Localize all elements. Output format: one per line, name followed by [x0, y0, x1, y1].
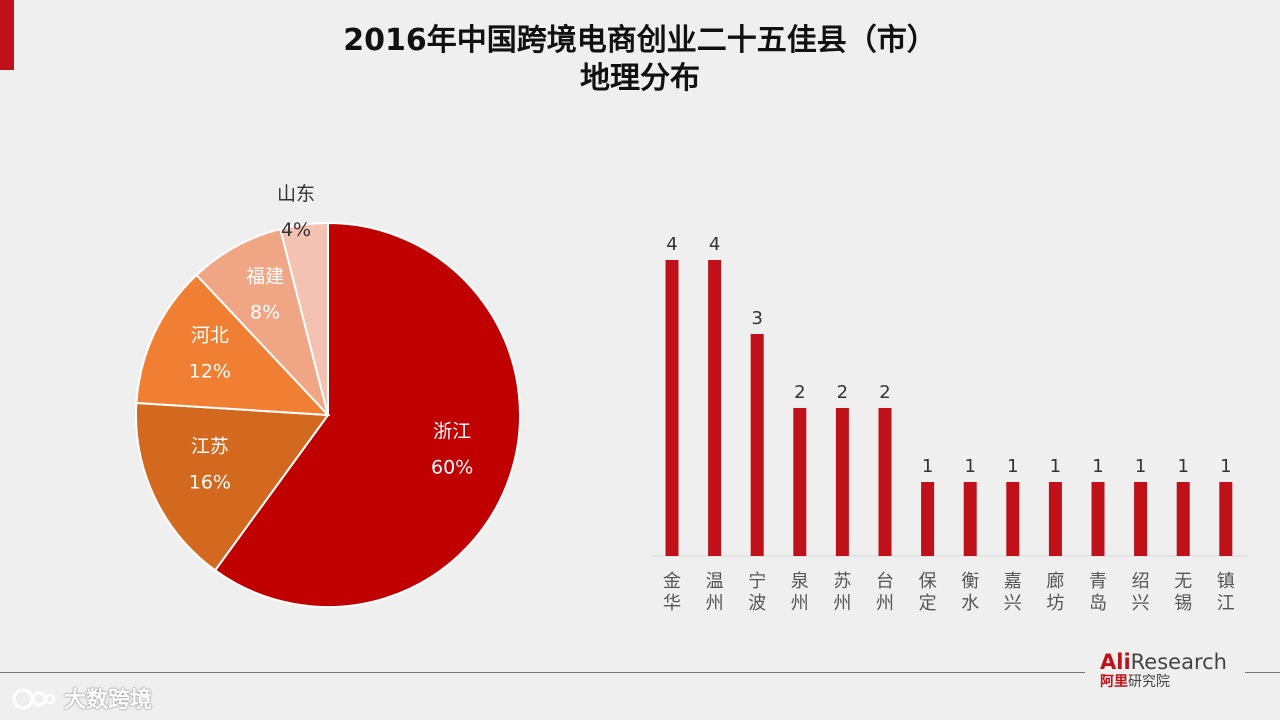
bar-5: [878, 408, 892, 556]
brand-research: Research: [1130, 650, 1227, 674]
bar-13: [1219, 482, 1233, 556]
accent-bar: [0, 0, 14, 70]
bar-category-label-5: 台州: [876, 571, 894, 614]
bar-7: [963, 482, 977, 556]
pie-slice-0: [213, 221, 521, 608]
bar-value-label-9: 1: [1050, 456, 1061, 477]
watermark: 大数跨境: [12, 684, 153, 713]
title-line-2: 地理分布: [580, 61, 700, 96]
pie-percent-4: 4%: [281, 219, 311, 241]
bar-value-label-3: 2: [794, 382, 805, 403]
bar-3: [793, 408, 807, 556]
bar-2: [750, 334, 764, 556]
bar-value-label-12: 1: [1177, 456, 1188, 477]
bar-value-label-7: 1: [964, 456, 975, 477]
pie-percent-1: 16%: [189, 472, 231, 494]
footer-divider-left: [0, 672, 1085, 673]
pie-label-2: 河北: [191, 324, 229, 346]
bar-9: [1048, 482, 1062, 556]
pie-label-3: 福建: [246, 266, 284, 288]
bar-4: [835, 408, 849, 556]
bar-category-label-10: 青岛: [1089, 571, 1107, 614]
bar-value-label-0: 4: [666, 234, 677, 255]
brand-cn-rest: 研究院: [1128, 674, 1170, 690]
watermark-text: 大数跨境: [64, 688, 153, 713]
bar-6: [921, 482, 935, 556]
bar-value-label-2: 3: [751, 308, 762, 329]
title-line-1: 2016年中国跨境电商创业二十五佳县（市）: [343, 23, 937, 58]
pie-slice-2: [135, 273, 331, 417]
bar-category-label-1: 温州: [706, 571, 724, 614]
bar-category-label-8: 嘉兴: [1004, 571, 1022, 614]
bar-12: [1176, 482, 1190, 556]
bar-0: [665, 260, 679, 556]
bar-10: [1091, 482, 1105, 556]
pie-slice-3: [195, 227, 329, 416]
pie-label-4: 山东: [277, 183, 315, 205]
pie-slice-4: [279, 221, 329, 416]
bar-value-label-5: 2: [879, 382, 890, 403]
pie-percent-3: 8%: [250, 302, 280, 324]
bar-1: [708, 260, 722, 556]
bar-value-label-11: 1: [1135, 456, 1146, 477]
bar-value-label-10: 1: [1092, 456, 1103, 477]
pie-chart: 浙江 60% 江苏 16% 河北 12% 福建 8% 山东 4%: [135, 183, 521, 608]
bar-category-label-6: 保定: [919, 571, 937, 614]
brand-cn-ali: 阿里: [1100, 674, 1128, 690]
bar-category-label-7: 衡水: [961, 571, 979, 614]
bar-category-label-13: 镇江: [1217, 571, 1235, 614]
bar-category-label-0: 金华: [663, 571, 681, 614]
pie-percent-0: 60%: [431, 456, 473, 478]
bar-category-label-12: 无锡: [1174, 571, 1192, 614]
bar-value-label-4: 2: [837, 382, 848, 403]
bar-11: [1134, 482, 1148, 556]
bar-value-label-13: 1: [1220, 456, 1231, 477]
pie-percent-2: 12%: [189, 360, 231, 382]
bar-chart: 4 金华 4 温州 3 宁波 2 泉州 2 苏州 2 台州 1 保定 1 衡水 1 嘉兴 1 廊坊 1 青岛 1 绍兴 1 无锡 1…: [652, 234, 1248, 614]
pie-label-1: 江苏: [191, 436, 229, 458]
bar-category-label-2: 宁波: [748, 571, 766, 614]
pie-label-0: 浙江: [433, 420, 471, 442]
bar-category-label-9: 廊坊: [1046, 571, 1064, 614]
brand-ali: Ali: [1100, 650, 1131, 674]
bar-8: [1006, 482, 1020, 556]
footer-divider-right: [1245, 672, 1280, 673]
pie-slice-1: [135, 401, 330, 572]
bar-value-label-8: 1: [1007, 456, 1018, 477]
bar-value-label-6: 1: [922, 456, 933, 477]
bar-value-label-1: 4: [709, 234, 720, 255]
aliresearch-logo: AliResearch 阿里研究院: [1100, 650, 1250, 690]
bar-category-label-4: 苏州: [833, 571, 851, 614]
dashuju-logo-icon: [12, 688, 56, 710]
bar-category-label-11: 绍兴: [1132, 571, 1150, 614]
page-title: 2016年中国跨境电商创业二十五佳县（市） 地理分布: [0, 22, 1280, 98]
bar-category-label-3: 泉州: [791, 571, 809, 614]
